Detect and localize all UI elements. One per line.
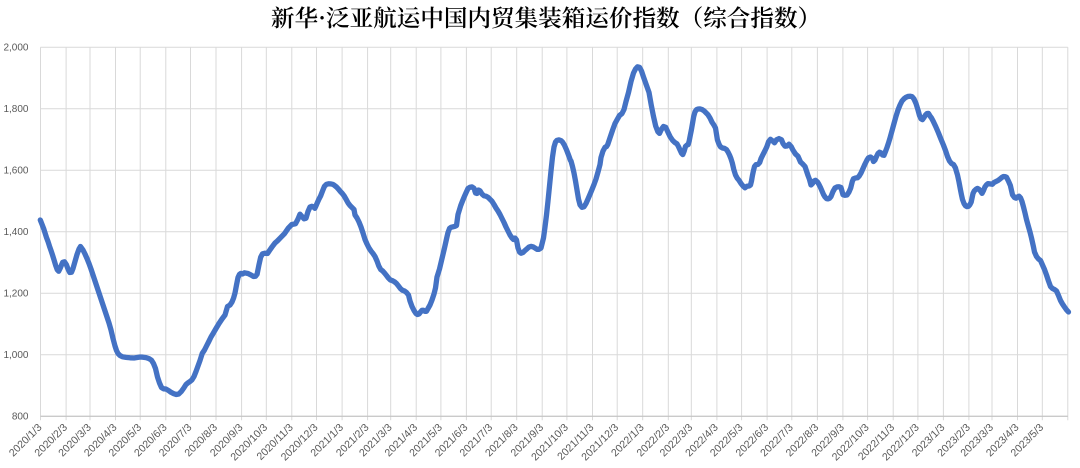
svg-text:1,800: 1,800 <box>3 104 28 115</box>
svg-text:1,000: 1,000 <box>3 350 28 361</box>
svg-text:1,200: 1,200 <box>3 289 28 300</box>
svg-text:800: 800 <box>12 412 29 423</box>
svg-text:1,400: 1,400 <box>3 227 28 238</box>
svg-text:1,600: 1,600 <box>3 166 28 177</box>
svg-text:2,000: 2,000 <box>3 43 28 54</box>
